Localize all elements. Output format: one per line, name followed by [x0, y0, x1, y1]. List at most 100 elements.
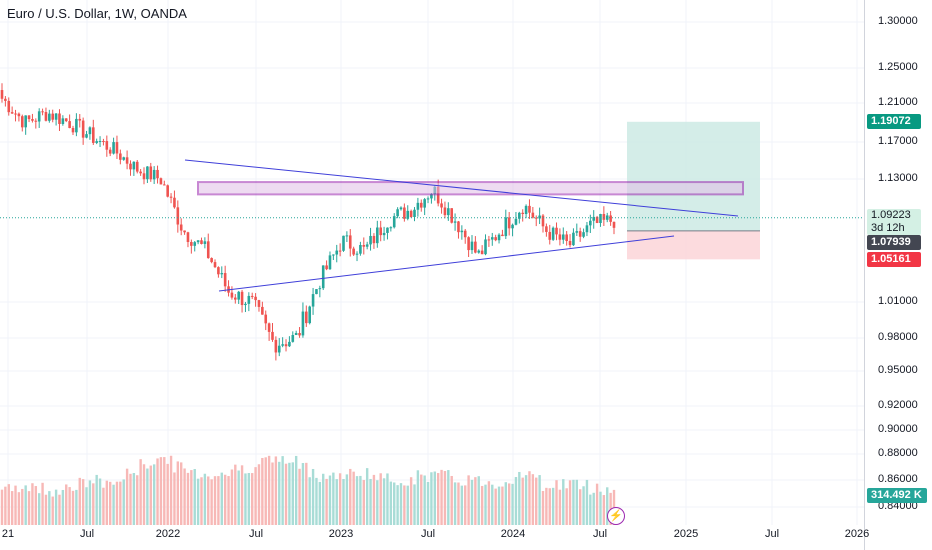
volume-bar-102: [345, 474, 349, 525]
volume-bar-50: [169, 455, 173, 525]
candle-body-180: [609, 215, 612, 222]
candle-body-52: [176, 207, 180, 225]
volume-bar-105: [355, 476, 359, 525]
time-tick-9: Jul: [764, 528, 780, 540]
volume-bar-142: [480, 485, 484, 525]
volume-bar-109: [369, 478, 372, 525]
volume-bar-178: [602, 495, 606, 525]
volume-bar-174: [589, 494, 592, 525]
chart-title: Euro / U.S. Dollar, 1W, OANDA: [7, 6, 187, 21]
volume-bar-21: [71, 490, 75, 525]
candle-body-149: [504, 217, 508, 237]
price-tick-3: 1.17000: [878, 135, 918, 147]
candle-body-125: [423, 199, 426, 208]
candle-body-106: [359, 245, 362, 254]
volume-bar-121: [409, 477, 413, 525]
candle-body-100: [338, 250, 342, 252]
candle-body-171: [578, 231, 582, 237]
volume-bar-71: [240, 465, 244, 525]
volume-bar-87: [294, 455, 298, 525]
candle-body-73: [247, 295, 251, 304]
volume-bar-167: [565, 488, 568, 525]
stop-loss-zone: [627, 230, 760, 260]
volume-bar-70: [237, 470, 240, 525]
volume-bar-175: [592, 492, 595, 525]
volume-bar-118: [399, 483, 403, 525]
lightning-icon[interactable]: ⚡: [607, 507, 625, 525]
price-axis[interactable]: [864, 0, 932, 550]
candle-body-97: [328, 255, 332, 270]
volume-bar-64: [217, 476, 220, 525]
volume-bar-42: [142, 464, 146, 525]
candle-body-112: [379, 227, 382, 236]
volume-badge: 314.492 K: [867, 488, 927, 503]
candle-body-34: [115, 142, 119, 154]
candle-body-86: [291, 335, 295, 342]
chart-drawings: [0, 121, 864, 292]
volume-bar-58: [196, 478, 200, 525]
volume-bar-124: [420, 474, 423, 525]
volume-bar-100: [338, 473, 342, 525]
volume-bar-96: [325, 478, 328, 525]
volume-bar-128: [433, 471, 436, 525]
price-tick-9: 0.90000: [878, 423, 918, 435]
volume-bar-60: [203, 473, 207, 525]
candle-body-176: [595, 216, 599, 223]
volume-bar-162: [548, 488, 551, 525]
volume-bar-144: [487, 481, 491, 525]
candle-body-166: [561, 234, 565, 240]
time-tick-8: 2025: [673, 528, 699, 540]
price-tick-10: 0.88000: [878, 447, 918, 459]
volume-bar-33: [112, 484, 115, 525]
candle-body-95: [321, 265, 325, 289]
candle-body-96: [325, 265, 328, 270]
candle-body-150: [507, 217, 511, 229]
volume-bar-19: [65, 484, 68, 525]
price-tick-0: 1.30000: [878, 15, 918, 27]
volume-bar-25: [85, 487, 88, 525]
candle-body-18: [61, 118, 65, 124]
candle-body-75: [254, 296, 257, 301]
volume-bar-6: [21, 488, 24, 525]
volume-bar-34: [115, 481, 119, 525]
volume-bar-149: [504, 482, 508, 525]
time-tick-5: Jul: [420, 528, 436, 540]
candle-body-137: [463, 230, 467, 238]
candle-body-122: [413, 209, 416, 217]
volume-bar-125: [423, 475, 426, 525]
volume-bar-120: [406, 485, 409, 525]
candle-body-7: [24, 115, 27, 128]
volume-bar-139: [470, 479, 474, 525]
candle-body-120: [406, 210, 410, 219]
volume-bar-43: [146, 468, 149, 525]
volume-bar-104: [352, 471, 355, 525]
volume-bar-4: [14, 485, 17, 525]
candle-body-80: [271, 331, 274, 340]
candle-body-133: [450, 208, 454, 223]
price-tick-4: 1.13000: [878, 172, 918, 184]
candle-body-127: [430, 194, 433, 199]
volume-bar-77: [261, 457, 264, 525]
volume-bar-152: [514, 477, 518, 525]
volume-bar-135: [457, 482, 460, 525]
candle-body-81: [274, 339, 278, 353]
volume-bar-80: [271, 462, 274, 525]
candle-body-162: [548, 231, 552, 240]
candle-body-159: [538, 215, 541, 219]
volume-bar-143: [484, 484, 487, 525]
volume-bar-140: [474, 477, 477, 525]
volume-bar-23: [78, 477, 81, 525]
volume-bar-73: [247, 473, 251, 525]
candle-body-4: [14, 113, 17, 115]
candle-body-110: [372, 235, 376, 244]
candle-body-25: [85, 134, 88, 138]
volume-bars: [0, 455, 616, 525]
candle-body-155: [524, 205, 528, 215]
volume-bar-170: [575, 479, 579, 525]
time-tick-10: 2026: [844, 528, 870, 540]
volume-bar-147: [497, 486, 501, 525]
candle-body-144: [487, 239, 491, 241]
candle-body-1: [4, 98, 7, 101]
candle-body-10: [34, 120, 38, 122]
